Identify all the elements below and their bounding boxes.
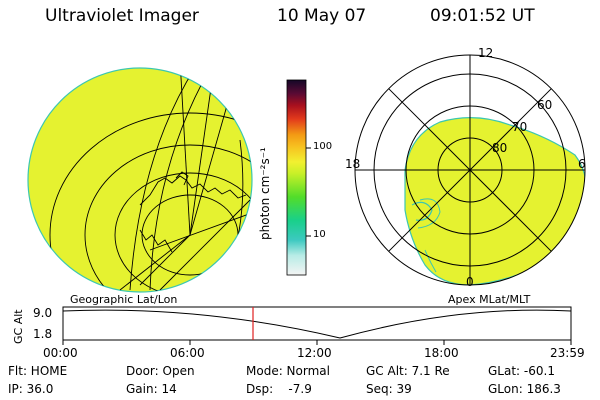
aurora-disk-left <box>27 67 253 293</box>
colorbar-tick-100: 100 <box>313 141 333 152</box>
colorbar-unit-label: photon cm⁻²s⁻¹ <box>258 147 272 240</box>
colorbar <box>286 79 311 276</box>
status-glat: GLat: -60.1 <box>488 364 555 378</box>
status-gc-alt: GC Alt: 7.1 Re <box>366 364 450 378</box>
instrument-title: Ultraviolet Imager <box>45 6 199 26</box>
time-tick-2359: 23:59 <box>550 346 585 360</box>
mlt-label-6: 6 <box>578 157 586 171</box>
status-dsp: Dsp: -7.9 <box>246 382 312 396</box>
geographic-image <box>27 67 253 293</box>
time-label: 09:01:52 UT <box>430 6 535 26</box>
lat-lon-grid <box>49 68 252 292</box>
geographic-caption: Geographic Lat/Lon <box>70 293 178 306</box>
time-tick-1200: 12:00 <box>297 346 332 360</box>
apex-caption: Apex MLat/MLT <box>448 293 531 306</box>
polar-grid <box>354 54 586 286</box>
status-seq: Seq: 39 <box>366 382 412 396</box>
polar-plot <box>354 54 586 286</box>
mlt-label-0: 0 <box>466 275 474 289</box>
altitude-curve <box>62 309 572 339</box>
time-tick-0000: 00:00 <box>43 346 78 360</box>
polar-aurora <box>404 117 585 285</box>
date-label: 10 May 07 <box>277 6 367 26</box>
status-ip: IP: 36.0 <box>8 382 54 396</box>
status-mode: Mode: Normal <box>246 364 330 378</box>
colorbar-tick-10: 10 <box>313 229 326 240</box>
mlat-label-80: 80 <box>492 141 508 155</box>
status-gain: Gain: 14 <box>126 382 177 396</box>
time-tick-0600: 06:00 <box>170 346 205 360</box>
altitude-plot <box>62 306 572 345</box>
time-tick-1800: 18:00 <box>424 346 459 360</box>
mlt-label-12: 12 <box>478 46 494 60</box>
alt-tick-low: 1.8 <box>33 327 53 341</box>
mlt-label-18: 18 <box>345 157 361 171</box>
gc-alt-axis-title: GC Alt <box>12 309 25 344</box>
alt-tick-high: 9.0 <box>33 306 53 320</box>
mlat-label-70: 70 <box>512 120 528 134</box>
status-glon: GLon: 186.3 <box>488 382 561 396</box>
status-door: Door: Open <box>126 364 195 378</box>
status-flight: Flt: HOME <box>8 364 68 378</box>
mlat-label-60: 60 <box>537 98 553 112</box>
